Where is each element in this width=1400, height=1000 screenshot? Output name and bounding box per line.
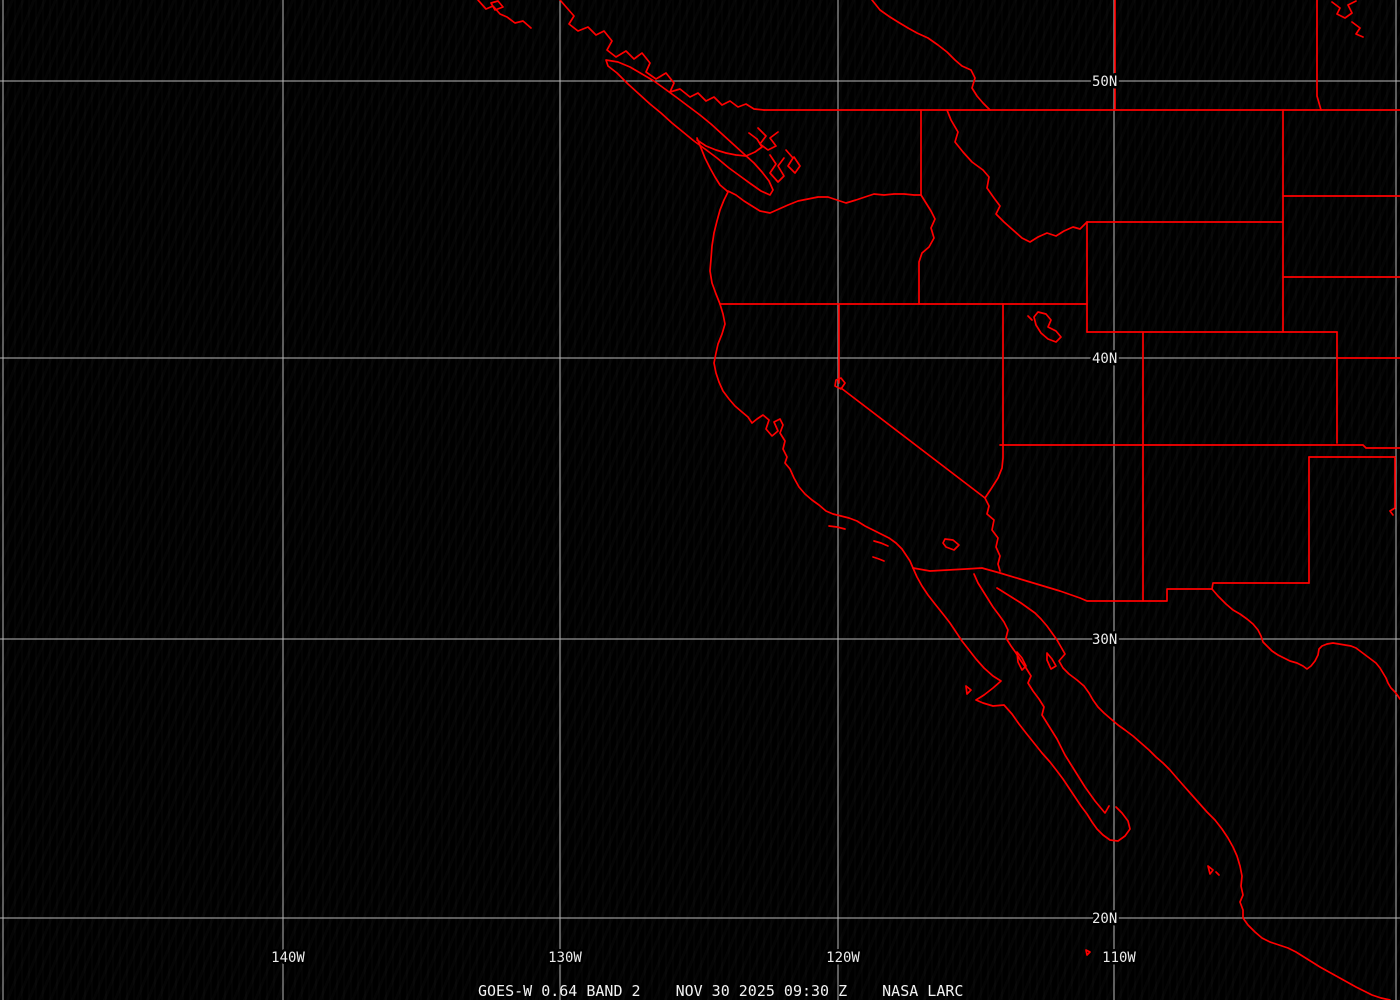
map-bc-coast-fragment [477,0,532,29]
map-wa-or-coast [696,137,729,305]
latitude-label-50N: 50N [1092,74,1117,90]
image-caption: GOES-W 0.64 BAND 2 NOV 30 2025 09:30 Z N… [478,984,963,999]
map-isla-tiburon [1046,652,1057,670]
map-manitoba-lakes [1331,0,1364,38]
map-isla-angel-de-la-guarda [1016,651,1027,671]
map-id-mt-border [946,109,1088,243]
map-sk-mb-border [1316,0,1322,111]
map-or-id-border [918,194,936,305]
latitude-label-20N: 20N [1092,911,1117,927]
map-sonora-mainland-coast [996,587,1391,1000]
longitude-label-140W: 140W [271,950,305,966]
map-us-mexico-border [912,567,1310,602]
map-baja-east-coast [973,573,1110,814]
map-cedros-island [965,685,972,695]
map-islas-marias [1207,865,1220,876]
map-rio-grande [1211,588,1400,700]
map-tx-ok-border-100w [1389,456,1396,516]
map-vancouver-island [605,59,774,196]
map-bc-ab-border [871,0,991,111]
caption-instrument: GOES-W 0.64 BAND 2 [478,982,641,1000]
map-colorado-river-nv-az [984,444,1004,499]
map-channel-islands [828,525,889,562]
map-colorado-river-ca-az [984,497,1001,572]
map-bc-mainland-coast [559,0,765,111]
longitude-label-110W: 110W [1102,950,1136,966]
map-puget-sound [769,149,801,183]
caption-source: NASA LARC [882,982,964,1000]
longitude-label-120W: 120W [826,950,860,966]
map-ca-nv-border [838,303,986,499]
map-baja-west-coast [912,567,1131,842]
latitude-label-30N: 30N [1092,632,1117,648]
map-lake-tahoe [834,377,846,390]
map-strait-juan-de-fuca [696,132,763,157]
map-columbia-river-border [727,190,922,214]
caption-datetime: NOV 30 2025 09:30 Z [675,982,848,1000]
map-border-37n [999,444,1400,449]
map-offshore-island-dot [1085,949,1091,956]
latitude-label-40N: 40N [1092,351,1117,367]
map-salton-sea [942,538,960,551]
map-california-coast [713,303,914,569]
map-great-salt-lake [1027,311,1062,343]
map-gulf-islands [757,127,779,151]
grid-labels: 50N 40N 30N 20N 140W 130W 120W 110W [269,72,1139,969]
longitude-label-130W: 130W [548,950,582,966]
map-outline-overlay [477,0,1400,1000]
